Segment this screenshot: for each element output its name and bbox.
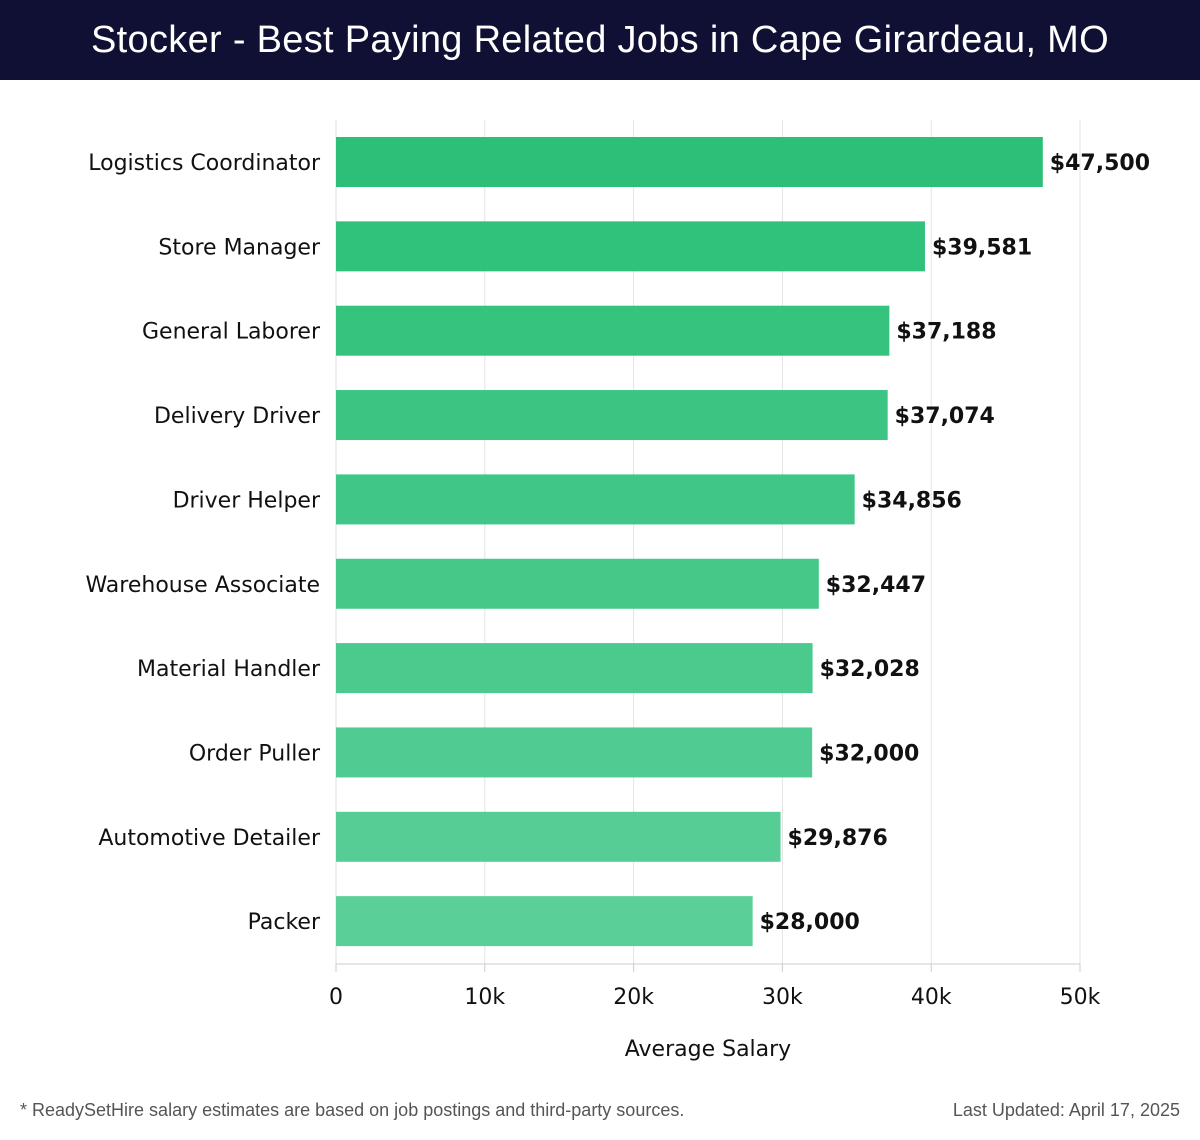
- bar: [336, 643, 813, 694]
- bar: [336, 727, 813, 778]
- value-label: $32,028: [820, 657, 920, 682]
- x-tick-label: 50k: [1060, 985, 1101, 1010]
- category-label: Warehouse Associate: [85, 573, 320, 598]
- value-label: $37,188: [896, 320, 996, 345]
- x-tick-label: 30k: [762, 985, 803, 1010]
- chart-header: Stocker - Best Paying Related Jobs in Ca…: [0, 0, 1200, 80]
- bar: [336, 474, 855, 525]
- bar: [336, 390, 888, 441]
- category-label: Store Manager: [158, 235, 321, 260]
- category-label: Logistics Coordinator: [88, 151, 321, 176]
- x-tick-label: 40k: [911, 985, 952, 1010]
- category-label: Material Handler: [137, 657, 321, 682]
- chart-title: Stocker - Best Paying Related Jobs in Ca…: [91, 18, 1109, 61]
- value-label: $34,856: [862, 488, 962, 513]
- last-updated: Last Updated: April 17, 2025: [952, 1100, 1180, 1120]
- bar: [336, 896, 753, 947]
- category-label: Automotive Detailer: [98, 826, 321, 851]
- value-label: $32,447: [826, 573, 926, 598]
- category-label: Delivery Driver: [154, 404, 321, 429]
- footnote: * ReadySetHire salary estimates are base…: [20, 1100, 685, 1120]
- bar: [336, 221, 925, 272]
- value-label: $32,000: [819, 741, 919, 766]
- x-axis-title: Average Salary: [625, 1037, 791, 1062]
- bar: [336, 811, 781, 862]
- value-label: $29,876: [788, 826, 888, 851]
- bar: [336, 305, 890, 356]
- value-label: $39,581: [932, 235, 1032, 260]
- value-label: $28,000: [760, 910, 860, 935]
- value-label: $37,074: [895, 404, 995, 429]
- category-label: Driver Helper: [173, 488, 321, 513]
- x-tick-label: 10k: [464, 985, 505, 1010]
- value-label: $47,500: [1050, 151, 1150, 176]
- category-label: General Laborer: [142, 320, 321, 345]
- bar: [336, 558, 819, 609]
- category-label: Packer: [248, 910, 321, 935]
- bar: [336, 137, 1043, 187]
- x-tick-label: 0: [329, 985, 343, 1010]
- x-tick-label: 20k: [613, 985, 654, 1010]
- category-label: Order Puller: [189, 741, 321, 766]
